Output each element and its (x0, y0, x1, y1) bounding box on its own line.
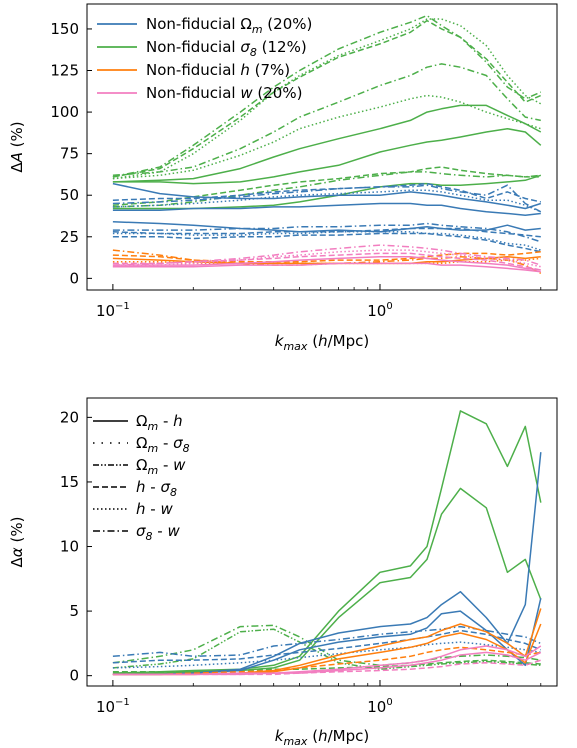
series-line-11 (112, 182, 542, 210)
series-line-16 (112, 659, 542, 676)
y-tick-label: 50 (60, 186, 79, 204)
plot-area (112, 410, 542, 676)
series-line-27 (112, 255, 541, 271)
series-line-17 (112, 227, 541, 238)
series-line-9 (112, 174, 542, 210)
y-tick-label: 15 (60, 473, 79, 491)
legend-label: h - σ8 (136, 478, 177, 499)
x-axis-label: kmax (h/Mpc) (275, 727, 369, 748)
series-line-12 (112, 182, 541, 203)
y-tick-label: 125 (50, 62, 79, 80)
x-axis-label: kmax (h/Mpc) (275, 332, 369, 353)
series-line-19 (112, 231, 542, 251)
x-tick-label: 100 (367, 697, 392, 716)
y-tick-label: 25 (60, 228, 79, 246)
y-axis-label: Δα (%) (8, 517, 26, 568)
series-line-16 (112, 221, 541, 233)
legend-label: Non-fiducial σ8 (12%) (146, 38, 307, 59)
axes-frame (86, 3, 558, 291)
legend: Non-fiducial Ωm (20%)Non-fiducial σ8 (12… (97, 15, 312, 102)
x-tick-label: 100 (367, 301, 392, 320)
series-line-15 (112, 202, 541, 216)
legend-label: Ωm - σ8 (136, 434, 190, 455)
series-line-4 (112, 63, 541, 177)
series-line-13 (112, 184, 542, 213)
series-line-7 (112, 127, 542, 185)
plot-area (112, 14, 542, 275)
legend-label: Non-fiducial Ωm (20%) (146, 15, 312, 36)
y-tick-label: 150 (50, 20, 79, 38)
y-tick-label: 0 (69, 667, 79, 685)
legend-label: h - w (136, 500, 173, 518)
legend-label: σ8 - w (136, 522, 180, 543)
legend-label: Non-fiducial h (7%) (146, 61, 290, 79)
series-line-8 (112, 625, 542, 658)
y-tick-label: 5 (69, 602, 79, 620)
legend-label: Ωm - w (136, 456, 186, 477)
y-tick-label: 0 (69, 269, 79, 287)
series-line-20 (112, 232, 541, 253)
series-line-1 (112, 14, 542, 178)
series-line-18 (112, 222, 542, 243)
y-tick-label: 20 (60, 408, 79, 426)
y-tick-label: 100 (50, 103, 79, 121)
x-tick-label: 10−1 (96, 301, 130, 320)
series-line-9 (112, 629, 542, 664)
series-line-24 (112, 257, 541, 265)
series-line-10 (112, 641, 541, 669)
y-tick-label: 75 (60, 145, 79, 163)
series-line-4 (112, 628, 541, 670)
legend-label: Ωm - h (136, 412, 183, 433)
series-line-1 (112, 410, 542, 674)
y-axis-label: ΔA (%) (8, 121, 26, 172)
series-line-25 (112, 244, 542, 266)
series-line-28 (112, 252, 541, 271)
x-tick-label: 10−1 (96, 697, 130, 716)
series-line-14 (112, 189, 542, 213)
axes-frame (86, 397, 558, 687)
series-line-3 (112, 624, 541, 667)
series-line-3 (112, 19, 542, 178)
series-line-26 (112, 249, 541, 268)
legend-label: Non-fiducial w (20%) (146, 84, 302, 102)
series-line-29 (112, 262, 541, 273)
series-line-13 (112, 646, 541, 676)
y-tick-label: 10 (60, 538, 79, 556)
series-line-6 (112, 104, 542, 183)
series-line-8 (112, 166, 541, 206)
top-chart: 0 25 50 75 100 125 150 10−1 100 kmax (h/Mpc) ΔA (%… (8, 3, 558, 353)
